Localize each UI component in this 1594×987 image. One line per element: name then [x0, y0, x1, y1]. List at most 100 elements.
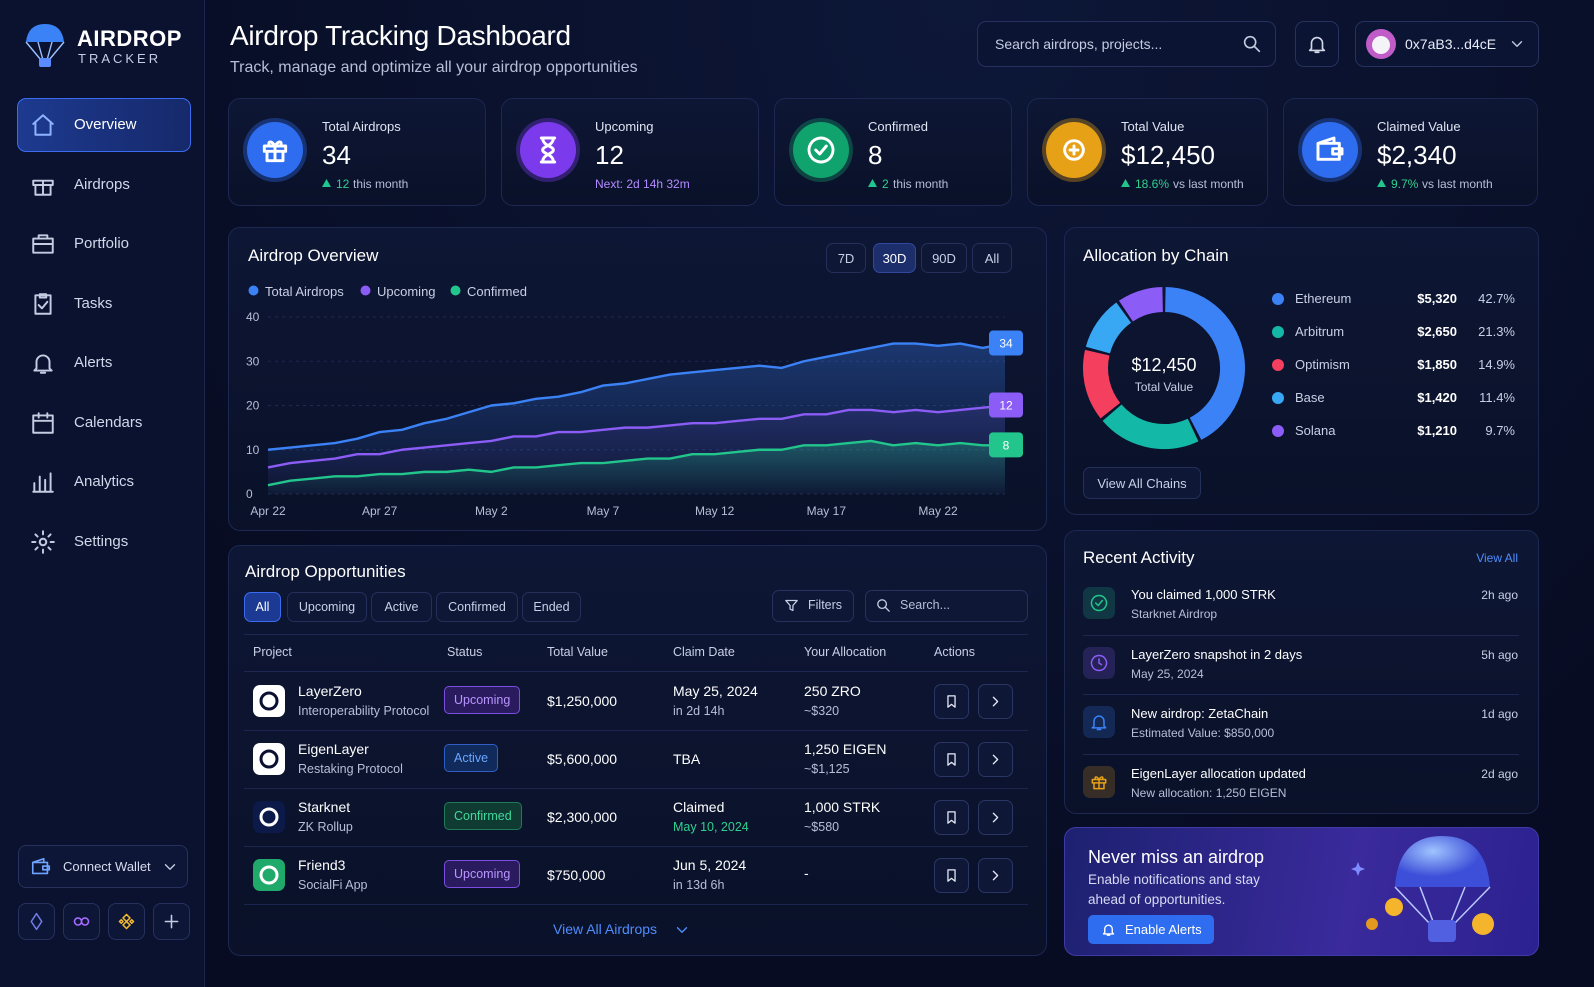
notifications[interactable]: [1295, 21, 1339, 67]
range-button[interactable]: 90D: [921, 243, 967, 273]
brand-name: AIRDROP: [77, 26, 182, 51]
enable-alerts-button[interactable]: [1088, 915, 1214, 944]
chain-percent: 42.7%: [1478, 291, 1515, 306]
chain-name: Ethereum: [1295, 291, 1352, 306]
bookmark-button[interactable]: [934, 742, 969, 777]
donut-slice: [1164, 287, 1245, 440]
nav-icon-glyph: [33, 354, 53, 374]
claim-date-detail: in 2d 14h: [673, 704, 725, 718]
chain-icon: [118, 913, 135, 930]
activity-icon-glyph: [1090, 654, 1108, 671]
chain-icon-glyph: [30, 912, 43, 931]
nav-icon: [32, 411, 54, 434]
legend-dot: [1272, 392, 1284, 404]
claim-date: May 25, 2024: [673, 683, 758, 699]
table-search[interactable]: [865, 590, 1028, 622]
donut-slice: [1102, 404, 1199, 449]
avatar: [1366, 29, 1396, 59]
view-all-link[interactable]: View All: [1476, 551, 1518, 565]
trend-arrow: [322, 179, 331, 187]
donut-chart: $12,450 Total Value: [1083, 287, 1245, 449]
area: [268, 440, 1005, 494]
nav-label: Portfolio: [74, 235, 130, 252]
search-icon-glyph: [877, 599, 890, 612]
bookmark-icon-glyph: [947, 811, 956, 824]
open-button[interactable]: [978, 742, 1013, 777]
range-button[interactable]: 30D: [873, 243, 916, 273]
filter-tab[interactable]: Active: [371, 592, 432, 622]
nav-item[interactable]: [17, 98, 191, 152]
search-box[interactable]: [977, 21, 1276, 67]
chain-amount: $1,210: [1417, 423, 1457, 438]
chain-amount: $2,650: [1417, 324, 1457, 339]
chevron-right: [992, 696, 999, 707]
filters-button[interactable]: [772, 590, 854, 622]
legend-swatch: [248, 285, 259, 296]
filter-tab[interactable]: Confirmed: [436, 592, 518, 622]
chain-icon: [73, 917, 90, 926]
column-header: Project: [253, 645, 292, 659]
activity-detail: Estimated Value: $850,000: [1131, 726, 1275, 740]
panel-title: Recent Activity: [1083, 548, 1195, 567]
range-button[interactable]: All: [972, 243, 1012, 273]
filter-tab[interactable]: All: [244, 592, 281, 622]
end-badge: [989, 392, 1023, 418]
end-label: 8: [1003, 438, 1010, 452]
activity-icon-bg: [1083, 587, 1115, 619]
open-button[interactable]: [978, 800, 1013, 835]
trend-arrow: [1377, 179, 1386, 187]
logo-box: [39, 58, 51, 67]
row-divider: [244, 788, 1028, 789]
panel-title: Airdrop Opportunities: [245, 562, 406, 581]
range-button[interactable]: 7D: [826, 243, 866, 273]
legend-label: Confirmed: [467, 284, 527, 299]
activity-icon-bg: [1083, 706, 1115, 738]
view-chains-button[interactable]: View All Chains: [1083, 467, 1201, 499]
activity-title: You claimed 1,000 STRK: [1131, 587, 1276, 602]
activity-detail: Starknet Airdrop: [1131, 607, 1218, 621]
chevron-right-glyph: [992, 870, 999, 881]
open-button[interactable]: [978, 684, 1013, 719]
nav-icon-glyph: [32, 411, 54, 434]
activity-icon-glyph: [1091, 775, 1107, 789]
chain-percent: 14.9%: [1478, 357, 1515, 372]
activity-title: EigenLayer allocation updated: [1131, 765, 1306, 781]
line: [267, 439, 1005, 487]
bookmark-button[interactable]: [934, 858, 969, 893]
chain-shortcut[interactable]: [18, 903, 55, 940]
stat-note: Next: 2d 14h 32m: [595, 177, 690, 191]
chain-shortcut[interactable]: [63, 903, 100, 940]
trend-up: [868, 179, 877, 187]
activity-icon-glyph: [1091, 715, 1107, 731]
legend-label: Total Airdrops: [265, 284, 344, 299]
donut-slice: [1085, 302, 1132, 354]
project-name: LayerZero: [298, 683, 362, 699]
chain-name: Solana: [1295, 423, 1336, 438]
y-tick-label: 0: [246, 487, 253, 501]
donut-center-value: $12,450: [1131, 355, 1196, 375]
chain-percent: 11.4%: [1479, 390, 1515, 405]
column-header: Claim Date: [673, 645, 735, 659]
bookmark-button[interactable]: [934, 800, 969, 835]
logo-bg: [253, 685, 285, 717]
line: [267, 404, 1006, 469]
bookmark-button[interactable]: [934, 684, 969, 719]
claim-date-detail: May 10, 2024: [673, 820, 749, 834]
activity-icon: [1091, 715, 1107, 731]
stat-icon: [516, 118, 580, 182]
donut-center-label: Total Value: [1135, 380, 1194, 394]
legend-dot: [248, 285, 259, 296]
filter-tab[interactable]: Ended: [522, 592, 581, 622]
activity-icon-glyph: [1090, 594, 1108, 612]
table-header-bg: [244, 634, 1028, 672]
filter-tab[interactable]: Upcoming: [287, 592, 367, 622]
status-badge: Upcoming: [444, 860, 521, 888]
logo-bg: [253, 743, 285, 775]
logo-mark: [259, 865, 279, 885]
filter-icon-glyph: [785, 599, 798, 612]
sidebar: [0, 0, 205, 987]
trend-up: [1121, 179, 1130, 187]
view-all-airdrops[interactable]: View All Airdrops: [553, 921, 658, 937]
bookmark-icon: [947, 811, 956, 824]
open-button[interactable]: [978, 858, 1013, 893]
